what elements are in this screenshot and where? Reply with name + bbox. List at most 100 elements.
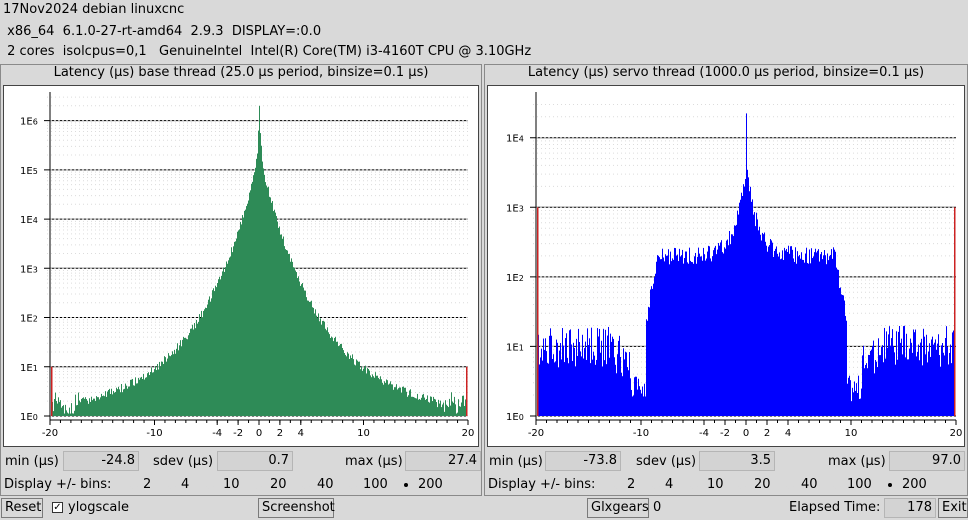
base-bar — [314, 313, 315, 416]
base-bar — [251, 183, 252, 416]
base-bar — [220, 279, 221, 416]
servo-bar — [678, 261, 679, 416]
base-bar — [67, 412, 68, 416]
servo-bins-radio-20[interactable] — [737, 480, 746, 489]
servo-bins-radio-2[interactable] — [613, 480, 622, 489]
servo-min-label: min (µs) — [489, 454, 543, 469]
servo-bar — [732, 234, 733, 416]
base-bar — [323, 320, 324, 416]
servo-bar — [704, 254, 705, 416]
base-bar — [204, 309, 205, 416]
servo-bar — [758, 230, 759, 416]
base-bar — [361, 366, 362, 416]
base-bar — [255, 167, 256, 416]
servo-bar — [772, 242, 773, 416]
base-bar — [460, 406, 461, 416]
servo-bar — [576, 338, 577, 416]
base-bar — [109, 388, 110, 416]
base-bar — [181, 346, 182, 416]
exit-button[interactable]: Exit — [938, 498, 968, 518]
screenshot-button[interactable]: Screenshot — [258, 498, 335, 518]
servo-bar — [917, 351, 918, 416]
glxgears-button[interactable]: Glxgears — [587, 498, 649, 518]
base-bar — [196, 319, 197, 416]
servo-bar — [780, 259, 781, 416]
base-bar — [308, 300, 309, 416]
base-bar — [69, 407, 70, 416]
base-bar — [417, 393, 418, 416]
base-bar — [405, 387, 406, 416]
servo-bins-radio-200[interactable] — [885, 480, 894, 489]
servo-bar — [705, 260, 706, 416]
servo-bar — [701, 256, 702, 416]
servo-bar — [868, 354, 869, 416]
base-xtick-label: -4 — [212, 428, 222, 439]
servo-bins-radio-10[interactable] — [689, 480, 698, 489]
base-bar — [224, 271, 225, 416]
servo-bar — [553, 354, 554, 416]
servo-bar — [567, 357, 568, 416]
base-bar — [301, 284, 302, 416]
servo-bar — [913, 329, 914, 416]
base-bar — [75, 394, 76, 416]
base-bar — [395, 387, 396, 416]
base-bar — [165, 357, 166, 416]
base-bar — [370, 375, 371, 416]
base-bar — [238, 230, 239, 416]
servo-bar — [728, 245, 729, 416]
base-bins-radio-4[interactable] — [167, 480, 176, 489]
servo-bar — [916, 356, 917, 416]
base-bar — [431, 396, 432, 416]
system-date-host: 17Nov2024 debian linuxcnc — [3, 2, 185, 17]
servo-bins-option-10: 10 — [707, 477, 724, 492]
servo-bar — [651, 286, 652, 416]
servo-bar — [722, 252, 723, 416]
servo-bar — [753, 214, 754, 416]
base-bar — [426, 399, 427, 416]
servo-bins-radio-100[interactable] — [832, 480, 841, 489]
base-bar — [443, 402, 444, 416]
base-bar — [427, 395, 428, 416]
base-bar — [437, 407, 438, 416]
servo-bar — [637, 389, 638, 416]
servo-bar — [642, 386, 643, 416]
servo-bar — [760, 234, 761, 416]
base-bins-radio-10[interactable] — [205, 480, 214, 489]
base-bar — [377, 375, 378, 416]
servo-bins-radio-4[interactable] — [651, 480, 660, 489]
servo-bar — [620, 356, 621, 416]
base-bar — [296, 272, 297, 416]
servo-bar — [660, 259, 661, 416]
base-bar — [375, 372, 376, 416]
base-bar — [456, 413, 457, 416]
servo-bar — [946, 326, 947, 416]
base-bins-radio-2[interactable] — [129, 480, 138, 489]
base-bins-radio-100[interactable] — [348, 480, 357, 489]
servo-bar — [886, 331, 887, 416]
base-bar — [167, 358, 168, 416]
servo-bar — [672, 258, 673, 416]
ylogscale-checkbox[interactable]: ✓ — [52, 502, 63, 513]
base-ytick-label: 1E4 — [20, 215, 38, 226]
servo-bins-radio-40[interactable] — [785, 480, 794, 489]
base-bins-radio-200[interactable] — [401, 480, 410, 489]
servo-bar — [830, 254, 831, 416]
servo-bar — [833, 247, 834, 416]
base-bar — [307, 300, 308, 416]
base-xtick-label: 4 — [298, 428, 304, 439]
base-bar — [156, 370, 157, 416]
base-bar — [365, 365, 366, 416]
base-bar — [147, 373, 148, 416]
base-bar — [140, 377, 141, 416]
base-bar — [102, 396, 103, 416]
base-bar — [394, 387, 395, 416]
reset-button[interactable]: Reset — [1, 498, 43, 518]
servo-bar — [619, 335, 620, 416]
base-bar — [434, 398, 435, 416]
base-bar — [114, 392, 115, 416]
base-bins-radio-20[interactable] — [253, 480, 262, 489]
base-bar — [313, 307, 314, 416]
base-bins-radio-40[interactable] — [301, 480, 310, 489]
base-bar — [254, 172, 255, 416]
